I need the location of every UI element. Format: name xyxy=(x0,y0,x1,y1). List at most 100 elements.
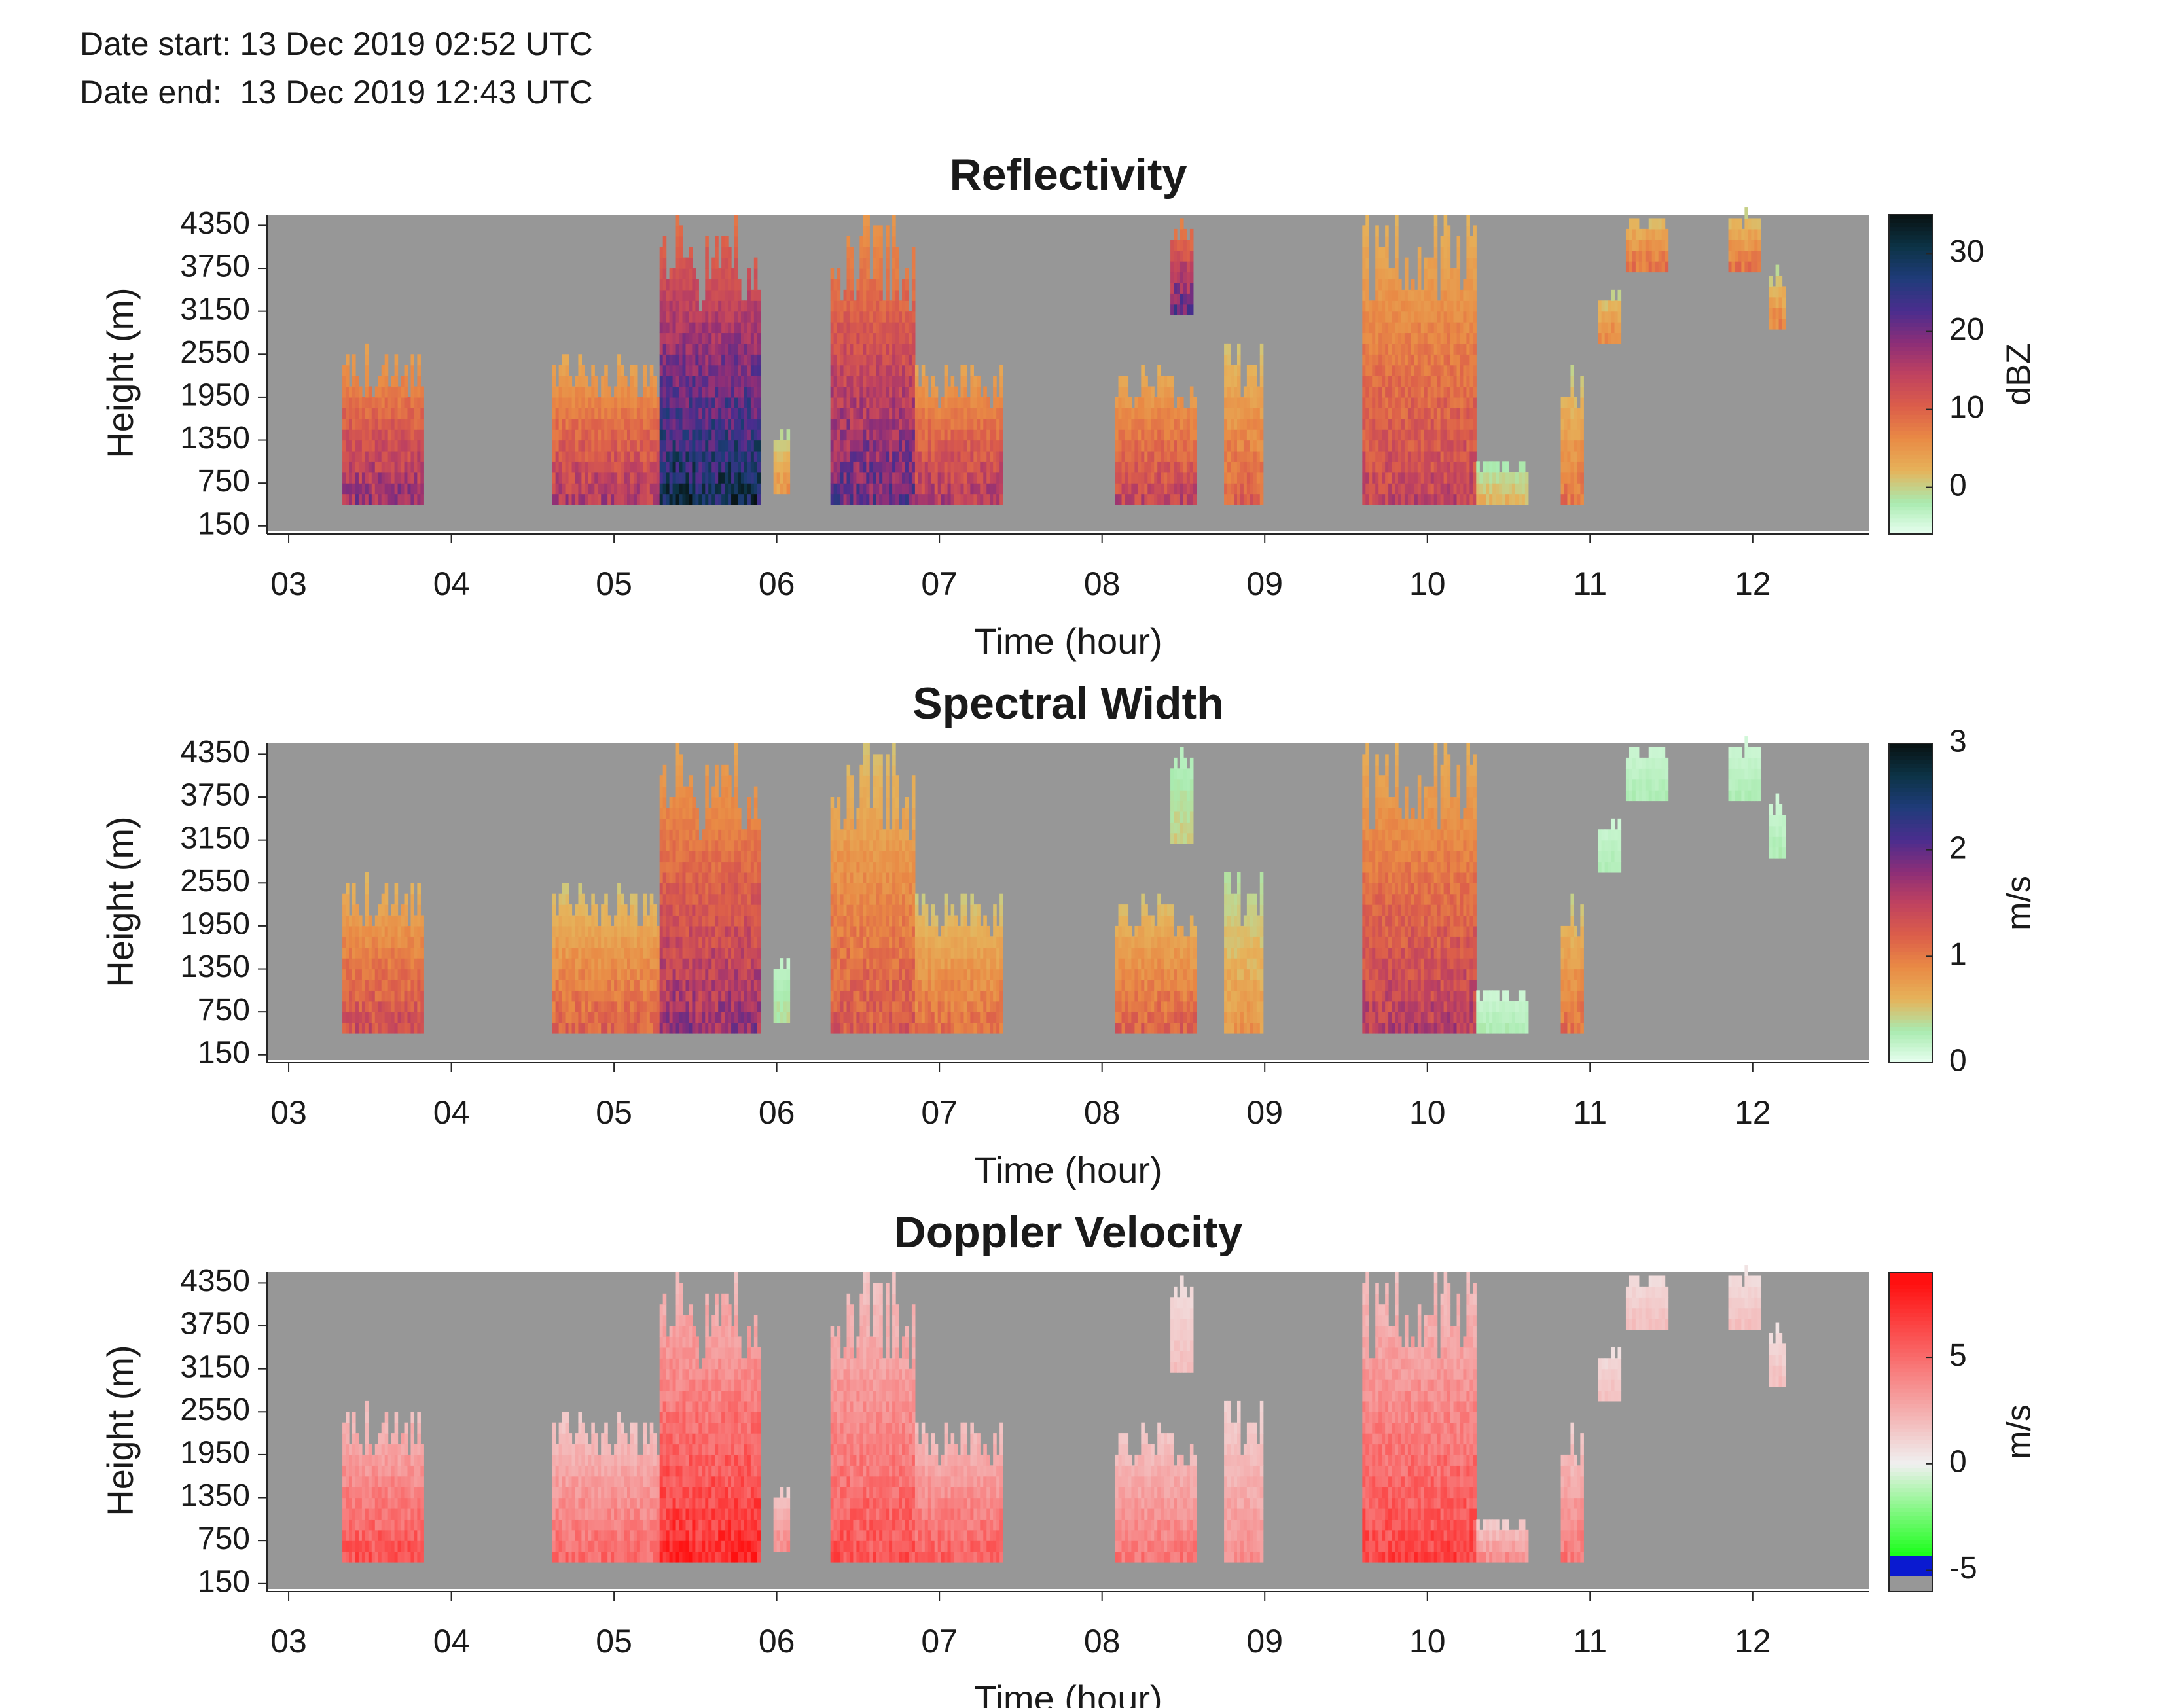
echo-region xyxy=(1476,990,1529,1034)
colorbar-tick-label: 0 xyxy=(1949,1044,1967,1078)
x-axis-label: Time (hour) xyxy=(974,620,1162,662)
colorbar: 0 1 2 3 m/s xyxy=(1888,724,2038,1078)
y-tick-label: 3750 xyxy=(180,778,250,813)
echo-region xyxy=(342,1400,424,1563)
y-tick-label: 1350 xyxy=(180,950,250,984)
echo-region xyxy=(773,958,791,1023)
echo-region xyxy=(1598,289,1622,344)
y-tick-label: 150 xyxy=(198,1564,250,1599)
panel-reflectivity: Reflectivity 150 750 1350 1950 2550 3150 3750 43… xyxy=(99,150,2038,662)
y-axis-label: Height (m) xyxy=(99,1345,141,1516)
echo-region xyxy=(1170,1275,1194,1373)
colorbar-tick-label: 1 xyxy=(1949,937,1967,972)
y-tick-label: 750 xyxy=(198,464,250,499)
echo-region xyxy=(552,354,660,505)
x-tick-label: 04 xyxy=(433,1623,470,1660)
echo-region xyxy=(1598,1347,1622,1402)
plot-background xyxy=(267,215,1869,531)
echo-region xyxy=(659,1272,761,1563)
echo-region xyxy=(773,1487,791,1552)
colorbar-tick-label: -5 xyxy=(1949,1551,1977,1586)
colorbar-label: m/s xyxy=(2000,876,2038,931)
echo-region xyxy=(1115,365,1197,505)
x-tick-label: 07 xyxy=(921,1623,958,1660)
panel-title: Doppler Velocity xyxy=(894,1207,1243,1257)
colorbar-tick-label: 20 xyxy=(1949,312,1984,347)
echo-region xyxy=(1769,793,1786,859)
echo-region xyxy=(1625,218,1669,273)
y-tick-label: 1950 xyxy=(180,378,250,413)
y-tick-label: 3150 xyxy=(180,821,250,855)
echo-region xyxy=(914,893,1003,1034)
x-tick-label: 10 xyxy=(1409,565,1446,602)
colorbar-tick-label: 3 xyxy=(1949,724,1967,759)
echo-region xyxy=(1362,743,1477,1034)
date-start-label: Date start: 13 Dec 2019 02:52 UTC xyxy=(80,26,593,62)
plot-background xyxy=(267,1272,1869,1589)
panel-doppler-velocity: Doppler Velocity 150 750 1350 1950 2550 3150 37… xyxy=(99,1207,2038,1708)
x-tick-label: 11 xyxy=(1573,1094,1607,1131)
x-tick-label: 05 xyxy=(596,1094,632,1131)
x-tick-label: 06 xyxy=(759,1623,795,1660)
echo-region xyxy=(552,883,660,1034)
y-axis-label: Height (m) xyxy=(99,287,141,458)
panel-title: Spectral Width xyxy=(912,679,1223,728)
panel-title: Reflectivity xyxy=(950,150,1187,200)
colorbar-label: dBZ xyxy=(2000,343,2038,405)
echo-region xyxy=(1170,218,1194,315)
echo-region xyxy=(342,872,424,1034)
date-end-label: Date end: 13 Dec 2019 12:43 UTC xyxy=(80,74,593,111)
y-tick-label: 150 xyxy=(198,1035,250,1070)
y-tick-label: 1950 xyxy=(180,907,250,942)
y-axis-label: Height (m) xyxy=(99,816,141,987)
echo-region xyxy=(1115,893,1197,1034)
panel-spectral-width: Spectral Width 150 750 1350 1950 2550 3150 3750… xyxy=(99,679,2038,1190)
x-tick-label: 08 xyxy=(1084,1623,1121,1660)
echo-region xyxy=(659,743,761,1034)
colorbar-frame xyxy=(1888,214,1933,535)
y-tick-label: 750 xyxy=(198,993,250,1027)
echo-region xyxy=(1362,1272,1477,1563)
echo-region xyxy=(1598,818,1622,873)
x-tick-label: 04 xyxy=(433,565,470,602)
echo-region xyxy=(552,1412,660,1563)
echo-region xyxy=(830,215,916,505)
x-tick-label: 08 xyxy=(1084,1094,1121,1131)
echo-region xyxy=(1476,461,1529,505)
x-tick-label: 07 xyxy=(921,1094,958,1131)
y-tick-label: 2550 xyxy=(180,864,250,898)
echo-region xyxy=(1362,215,1477,505)
echo-region xyxy=(1476,1519,1529,1563)
x-tick-label: 07 xyxy=(921,565,958,602)
echo-region xyxy=(914,1422,1003,1563)
plot-background xyxy=(267,743,1869,1060)
echo-region xyxy=(1224,872,1264,1034)
colorbar-tick-label: 0 xyxy=(1949,468,1967,503)
echo-region xyxy=(1625,747,1669,802)
x-tick-label: 05 xyxy=(596,1623,632,1660)
x-tick-label: 12 xyxy=(1735,1623,1771,1660)
x-tick-label: 03 xyxy=(270,1623,307,1660)
echo-region xyxy=(914,365,1003,505)
y-tick-label: 3150 xyxy=(180,292,250,327)
colorbar-frame xyxy=(1888,1272,1933,1592)
y-tick-label: 4350 xyxy=(180,206,250,241)
x-tick-label: 06 xyxy=(759,1094,795,1131)
x-tick-label: 06 xyxy=(759,565,795,602)
x-tick-label: 10 xyxy=(1409,1094,1446,1131)
x-tick-label: 12 xyxy=(1735,565,1771,602)
echo-region xyxy=(1728,736,1761,802)
y-tick-label: 150 xyxy=(198,507,250,541)
x-tick-label: 10 xyxy=(1409,1623,1446,1660)
echo-region xyxy=(659,215,761,505)
echo-region xyxy=(1560,893,1584,1034)
echo-region xyxy=(1170,747,1194,844)
echo-region xyxy=(773,429,791,495)
y-tick-label: 3750 xyxy=(180,249,250,284)
y-tick-label: 4350 xyxy=(180,1264,250,1298)
colorbar-tick-label: 0 xyxy=(1949,1444,1967,1479)
x-tick-label: 11 xyxy=(1573,1623,1607,1660)
x-axis-label: Time (hour) xyxy=(974,1678,1162,1708)
y-tick-label: 1350 xyxy=(180,1478,250,1513)
x-tick-label: 05 xyxy=(596,565,632,602)
